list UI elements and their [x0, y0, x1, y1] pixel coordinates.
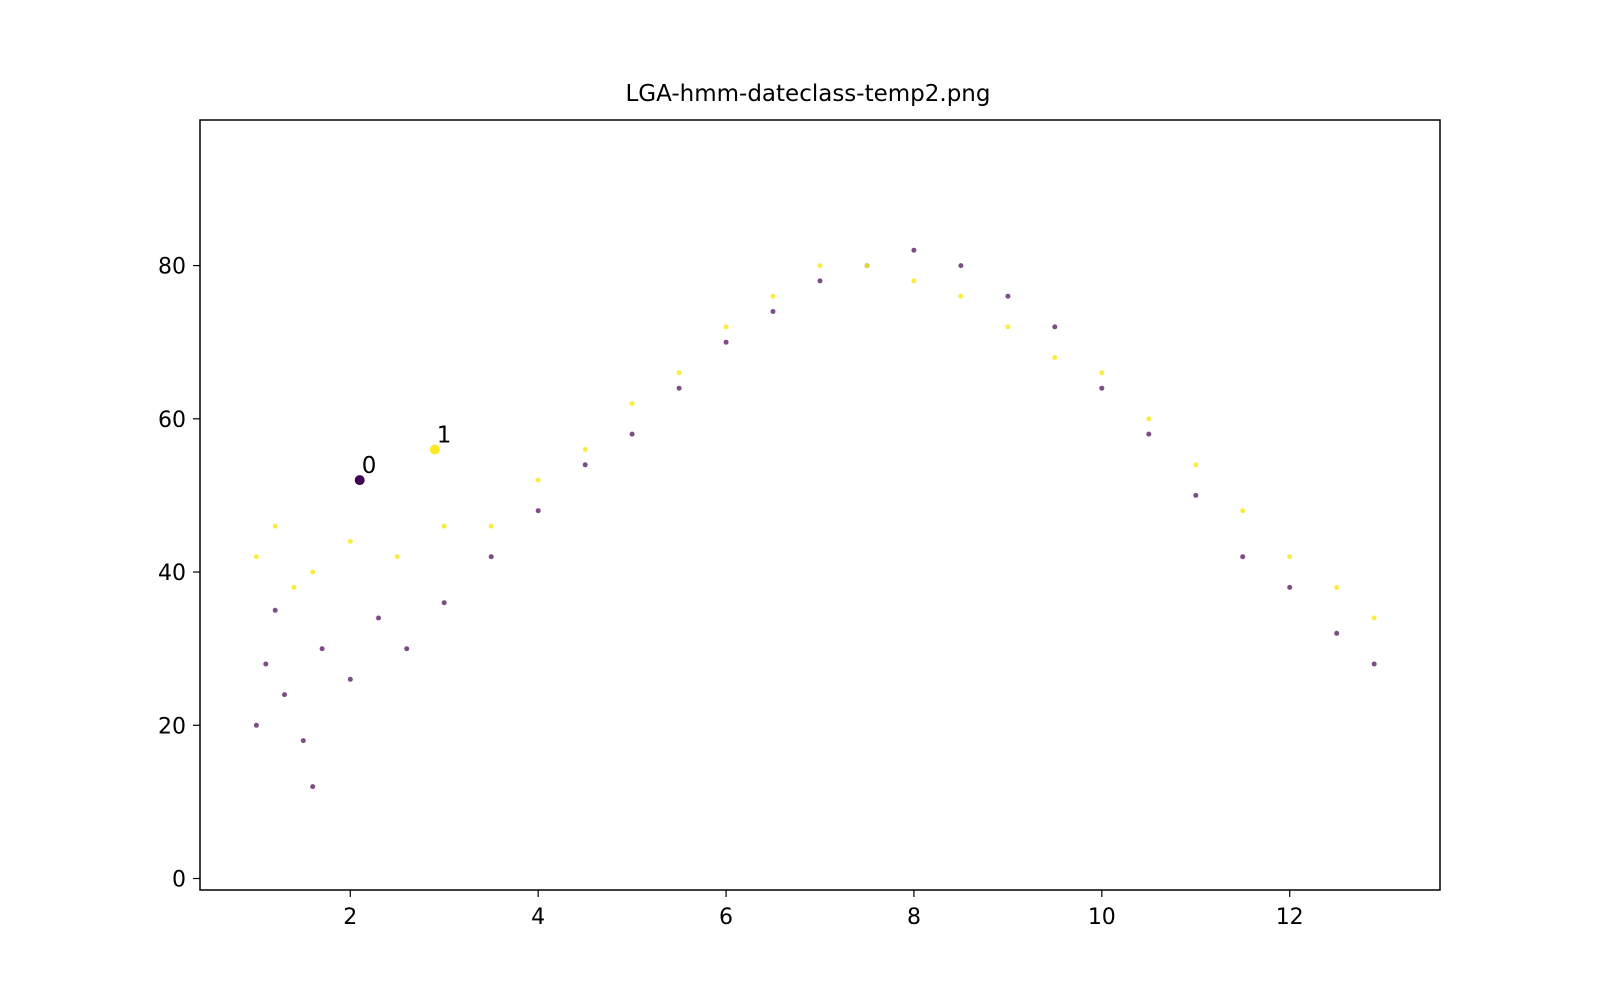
- data-point: [676, 385, 682, 391]
- chart-title: LGA-hmm-dateclass-temp2.png: [625, 81, 990, 107]
- data-point: [394, 554, 400, 560]
- data-point: [376, 615, 381, 621]
- data-point: [1240, 554, 1246, 560]
- y-tick-label: 40: [158, 561, 186, 586]
- data-point: [488, 554, 494, 560]
- data-point: [1005, 324, 1011, 330]
- y-tick-label: 60: [158, 408, 186, 433]
- data-point: [347, 538, 353, 544]
- x-axis-ticks: 2 4 6 8 10 12: [343, 890, 1304, 930]
- data-point: [253, 722, 259, 728]
- x-tick-label: 6: [719, 905, 733, 930]
- y-tick-label: 0: [172, 868, 186, 893]
- data-points: [253, 247, 1377, 790]
- cluster-centers: 01: [354, 423, 452, 486]
- data-point: [958, 263, 964, 269]
- data-point: [535, 477, 541, 483]
- y-tick-label: 80: [158, 255, 186, 280]
- cluster-center-marker: [354, 475, 365, 486]
- data-point: [1052, 355, 1058, 360]
- data-point: [1146, 431, 1152, 437]
- data-point: [253, 554, 259, 560]
- data-point: [723, 324, 729, 330]
- x-tick-label: 2: [343, 905, 357, 930]
- data-point: [723, 339, 729, 345]
- y-axis-ticks: 0 20 40 60 80: [158, 255, 200, 893]
- y-tick-label: 20: [158, 714, 186, 739]
- data-point: [488, 523, 494, 529]
- data-point: [582, 447, 588, 452]
- data-point: [441, 523, 447, 529]
- data-point: [1240, 508, 1246, 514]
- data-point: [1052, 324, 1058, 330]
- x-tick-label: 10: [1088, 905, 1116, 930]
- data-point: [958, 293, 964, 299]
- data-point: [629, 401, 635, 406]
- data-point: [676, 370, 682, 376]
- data-point: [300, 738, 306, 744]
- cluster-center-label: 0: [362, 453, 377, 479]
- data-point: [864, 263, 870, 269]
- data-point: [911, 278, 917, 284]
- cluster-center-label: 1: [437, 423, 452, 449]
- data-point: [1334, 584, 1340, 590]
- data-point: [1193, 462, 1199, 468]
- data-point: [1287, 584, 1293, 590]
- data-point: [1099, 370, 1105, 376]
- data-point: [629, 431, 635, 437]
- data-point: [1146, 416, 1152, 422]
- x-tick-label: 12: [1276, 905, 1304, 930]
- data-point: [535, 508, 541, 514]
- data-point: [911, 247, 917, 253]
- data-point: [319, 646, 325, 652]
- data-point: [1287, 554, 1293, 560]
- data-point: [1371, 615, 1377, 621]
- data-point: [817, 263, 823, 269]
- data-point: [263, 661, 269, 667]
- data-point: [770, 309, 776, 314]
- data-point: [347, 676, 353, 682]
- plot-area-frame: [199, 119, 1441, 891]
- data-point: [272, 523, 278, 529]
- data-point: [291, 584, 297, 590]
- data-point: [770, 293, 776, 299]
- data-point: [817, 278, 823, 284]
- data-point: [1193, 492, 1199, 498]
- x-tick-label: 4: [531, 905, 545, 930]
- data-point: [272, 607, 278, 613]
- cluster-center-marker: [429, 444, 440, 455]
- data-point: [441, 600, 447, 606]
- data-point: [1099, 385, 1105, 391]
- data-point: [282, 692, 287, 698]
- data-point: [1371, 661, 1377, 667]
- x-tick-label: 8: [907, 905, 921, 930]
- data-point: [1005, 293, 1011, 299]
- data-point: [404, 646, 410, 652]
- data-point: [1334, 630, 1340, 636]
- data-point: [310, 784, 316, 790]
- data-point: [310, 569, 316, 575]
- data-point: [582, 462, 588, 468]
